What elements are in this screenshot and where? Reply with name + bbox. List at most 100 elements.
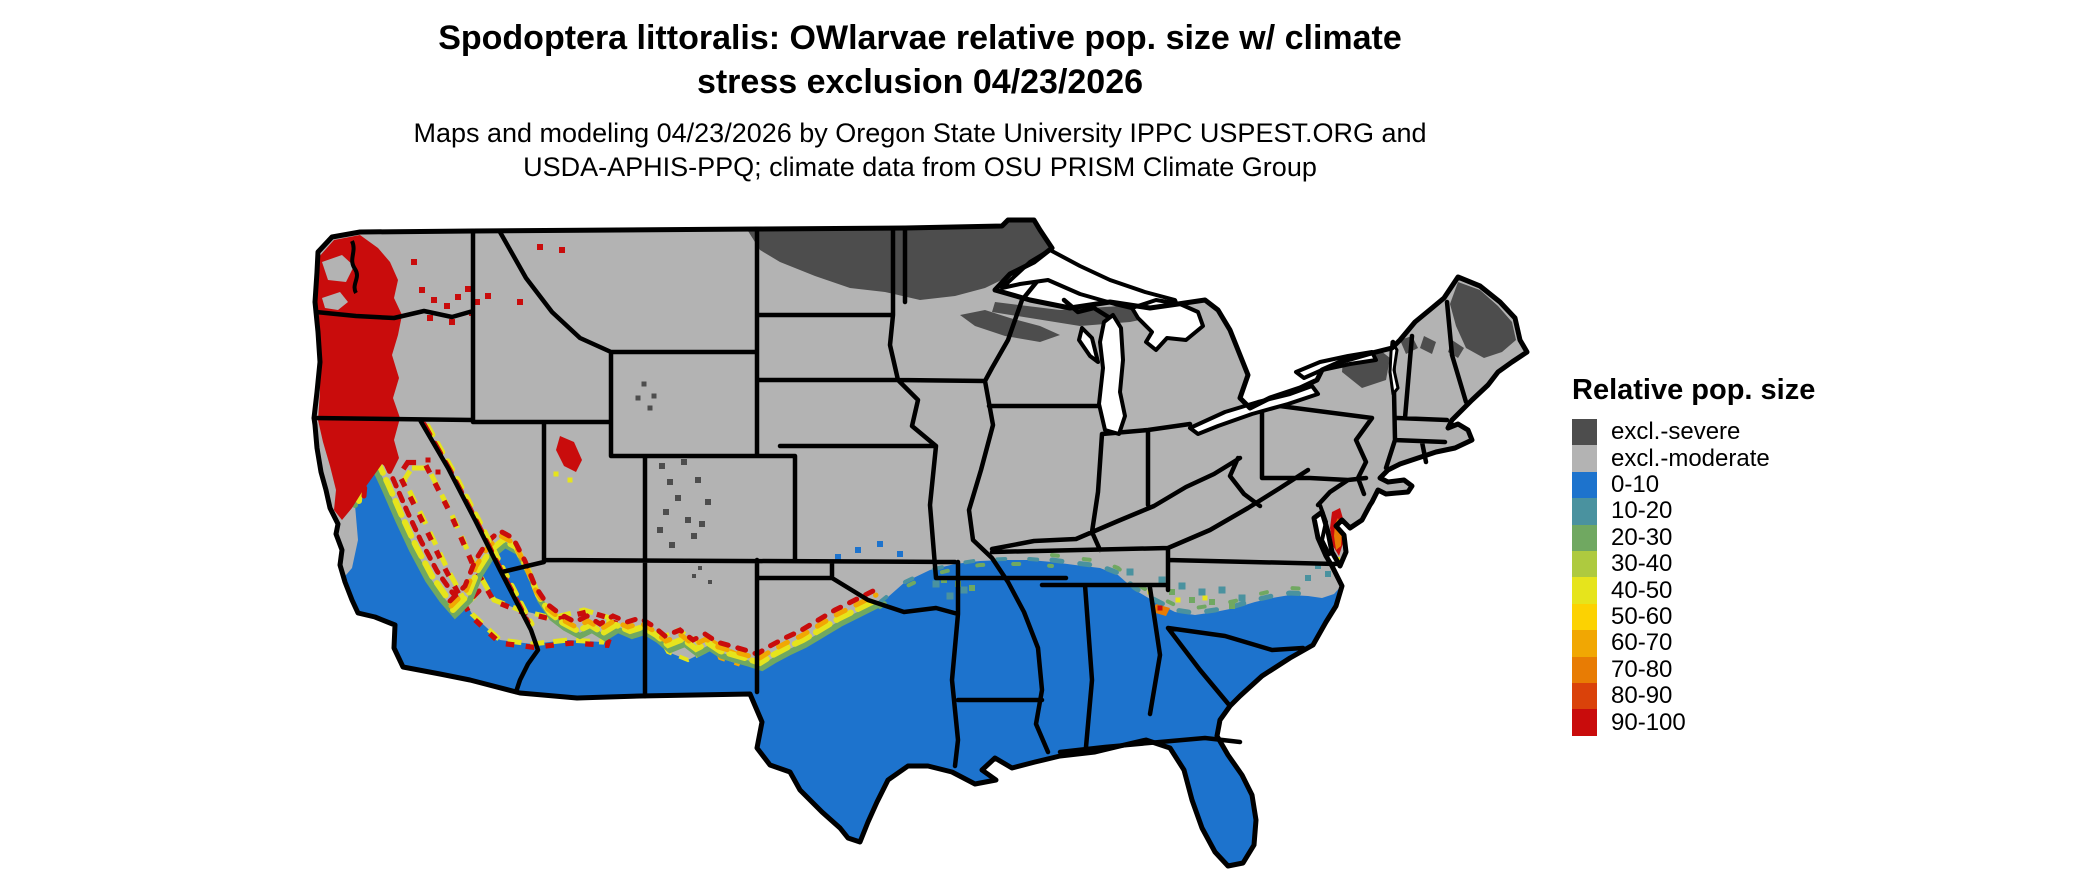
blue-channel-islands — [417, 661, 423, 667]
yellow-wasatch-edge — [553, 471, 559, 477]
teal-virginia-coast — [1305, 575, 1311, 581]
legend-swatch-0-10 — [1572, 471, 1597, 499]
severe-maine — [1450, 282, 1516, 358]
legend-item: 40-50 — [1572, 576, 1815, 604]
map-legend: Relative pop. size excl.-severe excl.-mod… — [1572, 374, 1815, 736]
red-chattanooga-dot — [1157, 605, 1163, 611]
teal-virginia-coast — [1325, 571, 1331, 577]
severe-colorado-rockies — [699, 521, 705, 527]
legend-swatch-30-40 — [1572, 550, 1597, 578]
red-east-washington-idaho — [537, 244, 543, 250]
blue-florida-keys — [1204, 878, 1209, 883]
severe-north-wisconsin — [960, 310, 1060, 342]
blue-florida-keys — [1231, 876, 1236, 881]
blue-florida-keys — [1190, 875, 1195, 880]
legend-item: 80-90 — [1572, 682, 1815, 710]
fringe-oklahoma-arkansas-band-10-20 — [878, 557, 1054, 604]
red-east-washington-idaho — [559, 247, 565, 253]
severe-bighorns — [647, 405, 653, 411]
legend-label: 90-100 — [1611, 708, 1686, 736]
map-subtitle: Maps and modeling 04/23/2026 by Oregon S… — [413, 118, 1427, 182]
severe-colorado-rockies — [669, 542, 675, 548]
teal-virginia-coast — [1315, 563, 1321, 569]
gray-southwest-washington — [322, 292, 348, 310]
teal-appalachians — [1178, 582, 1186, 590]
blue-south-kansas-dots — [855, 547, 861, 553]
severe-new-mexico — [708, 580, 712, 584]
legend-item: 90-100 — [1572, 708, 1815, 736]
severe-colorado-rockies — [691, 533, 697, 539]
red-east-washington-idaho — [444, 303, 450, 309]
legend-label: 70-80 — [1611, 655, 1673, 683]
legend-swatch-40-50 — [1572, 577, 1597, 604]
legend-label: excl.-moderate — [1611, 444, 1770, 472]
legend-label: 30-40 — [1611, 550, 1673, 578]
legend-label: excl.-severe — [1611, 418, 1741, 446]
green-ozarks — [969, 585, 975, 591]
legend-swatch-20-30 — [1572, 524, 1597, 551]
severe-north-minnesota-dakota — [748, 220, 1052, 300]
severe-colorado-rockies — [685, 517, 691, 523]
legend-label: 10-20 — [1611, 497, 1673, 525]
legend-label: 80-90 — [1611, 682, 1673, 710]
blue-south-kansas-dots — [877, 541, 883, 547]
red-east-washington-idaho — [431, 297, 437, 303]
legend-item: excl.-severe — [1572, 418, 1815, 446]
great-lakes — [1000, 248, 1400, 436]
severe-colorado-rockies — [681, 459, 687, 465]
legend-swatch-80-90 — [1572, 682, 1597, 710]
legend-title: Relative pop. size — [1572, 374, 1816, 406]
legend-swatch-90-100 — [1572, 709, 1597, 736]
yellow-wasatch-edge — [567, 477, 573, 483]
legend-swatch-70-80 — [1572, 656, 1597, 683]
severe-colorado-rockies — [675, 495, 681, 501]
teal-appalachians — [1198, 588, 1206, 596]
red-nevada-dots — [435, 469, 441, 475]
lake-michigan — [1097, 313, 1127, 436]
legend-label: 60-70 — [1611, 629, 1673, 657]
red-east-washington-idaho — [474, 299, 480, 305]
yellow-appalachians — [1202, 595, 1208, 601]
blue-south-kansas-dots — [897, 551, 903, 557]
severe-new-mexico — [692, 574, 696, 578]
legend-item: excl.-moderate — [1572, 444, 1815, 472]
puget-sound — [350, 240, 359, 294]
legend-items: excl.-severe excl.-moderate 0-10 10-20 20-30… — [1572, 418, 1815, 736]
gray-sierra-mojave-fringe-40-50 — [401, 465, 614, 647]
red-east-washington-idaho — [485, 293, 491, 299]
teal-ozarks — [932, 580, 940, 588]
blue-channel-islands — [407, 653, 413, 659]
legend-item: 30-40 — [1572, 550, 1815, 578]
severe-new-mexico — [698, 566, 702, 570]
legend-label: 0-10 — [1611, 470, 1660, 498]
legend-item: 50-60 — [1572, 603, 1815, 631]
legend-label: 40-50 — [1611, 576, 1673, 604]
severe-vermont — [1420, 336, 1436, 354]
green-appalachians — [1209, 599, 1215, 605]
red-east-washington-idaho — [411, 259, 417, 265]
legend-item: 70-80 — [1572, 655, 1815, 683]
blue-florida-keys — [1218, 880, 1223, 885]
lake-champlain — [1388, 340, 1400, 396]
legend-label: 20-30 — [1611, 523, 1673, 551]
blue-channel-islands — [431, 667, 437, 673]
teal-ozarks — [960, 586, 968, 594]
severe-colorado-rockies — [657, 527, 663, 533]
severe-bighorns — [635, 395, 641, 401]
legend-swatch-50-60 — [1572, 603, 1597, 631]
red-east-washington-idaho — [427, 315, 433, 321]
red-east-washington-idaho — [465, 286, 471, 292]
map-title: Spodoptera littoralis: OWlarvae relative… — [438, 19, 1402, 101]
fringe-ca-nv-border-band-40-50 — [425, 423, 535, 627]
teal-appalachians — [1158, 576, 1166, 584]
legend-item: 60-70 — [1572, 629, 1815, 657]
red-east-washington-idaho — [517, 299, 523, 305]
green-appalachians — [1229, 603, 1235, 609]
severe-colorado-rockies — [659, 463, 665, 469]
legend-item: 10-20 — [1572, 497, 1815, 525]
red-east-washington-idaho — [419, 287, 425, 293]
green-bay — [1077, 326, 1100, 364]
teal-appalachians — [1126, 568, 1134, 576]
severe-colorado-rockies — [705, 499, 711, 505]
teal-appalachians — [1218, 586, 1226, 594]
